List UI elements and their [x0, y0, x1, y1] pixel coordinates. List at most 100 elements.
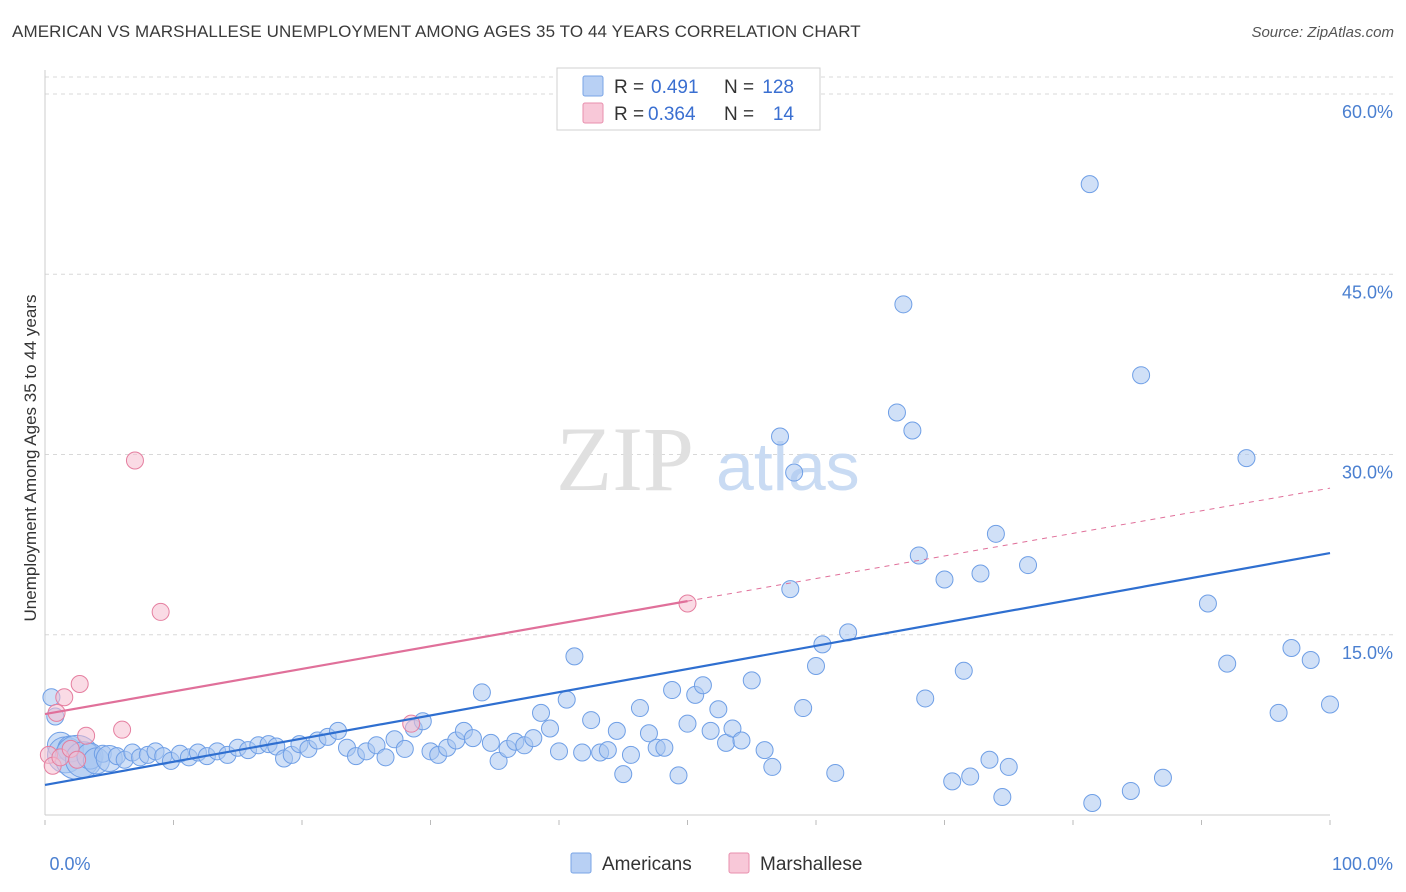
- point-americans: [1301, 650, 1320, 669]
- legend-swatch-marshallese: [582, 102, 604, 124]
- point-americans: [785, 463, 804, 482]
- point-americans: [1218, 654, 1237, 673]
- axes: [44, 70, 1331, 825]
- bottom-legend-swatch-americans: [570, 852, 592, 874]
- point-americans: [999, 757, 1018, 776]
- point-americans: [1198, 594, 1217, 613]
- point-americans: [395, 739, 414, 758]
- watermark: ZIP atlas: [556, 408, 860, 510]
- point-americans: [524, 729, 543, 748]
- point-americans: [826, 763, 845, 782]
- point-americans: [376, 748, 395, 767]
- point-americans: [669, 766, 688, 785]
- point-americans: [755, 741, 774, 760]
- bottom-legend-marshallese: Marshallese: [760, 854, 862, 875]
- point-americans: [980, 750, 999, 769]
- y-axis-label: Unemployment Among Ages 35 to 44 years: [21, 295, 40, 622]
- point-americans: [607, 721, 626, 740]
- point-americans: [1321, 695, 1339, 714]
- point-americans: [489, 751, 508, 770]
- source-label: Source: ZipAtlas.com: [1251, 24, 1394, 41]
- point-americans: [701, 721, 720, 740]
- legend-r-value-2: 0.364: [648, 104, 696, 125]
- point-marshallese: [125, 451, 144, 470]
- point-americans: [1121, 781, 1140, 800]
- legend-n-label-1: N =: [724, 77, 754, 98]
- point-americans: [771, 427, 790, 446]
- point-americans: [742, 671, 761, 690]
- point-americans: [678, 714, 697, 733]
- legend-swatch-americans: [582, 75, 604, 97]
- point-americans: [781, 580, 800, 599]
- point-americans: [943, 772, 962, 791]
- x-tick-label: 0.0%: [49, 854, 90, 874]
- point-americans: [573, 743, 592, 762]
- point-americans: [693, 676, 712, 695]
- point-americans: [582, 711, 601, 730]
- point-americans: [1083, 793, 1102, 812]
- point-americans: [794, 699, 813, 718]
- point-americans: [709, 700, 728, 719]
- point-marshallese: [70, 675, 89, 694]
- point-americans: [663, 681, 682, 700]
- trend-lines: [44, 487, 1331, 787]
- legend-box: R = 0.491 N = 128 R = 0.364 N = 14: [556, 67, 821, 131]
- chart-title: AMERICAN VS MARSHALLESE UNEMPLOYMENT AMO…: [12, 22, 861, 41]
- point-americans: [723, 719, 742, 738]
- legend-r-label-2: R =: [614, 104, 644, 125]
- point-marshallese: [678, 594, 697, 613]
- point-americans: [655, 738, 674, 757]
- point-americans: [598, 741, 617, 760]
- legend-n-value-1: 128: [762, 77, 794, 98]
- legend-r-value-1: 0.491: [651, 77, 699, 98]
- tick-labels: 15.0% 30.0% 45.0% 60.0% 0.0% 100.0%: [49, 102, 1393, 874]
- bottom-legend: Americans Marshallese: [570, 852, 862, 875]
- y-tick-label: 15.0%: [1342, 643, 1393, 663]
- legend-r-label-1: R =: [614, 77, 644, 98]
- point-americans: [894, 295, 913, 314]
- point-americans: [1080, 175, 1099, 194]
- point-americans: [807, 657, 825, 675]
- legend-n-value-2: 14: [773, 104, 795, 125]
- point-americans: [961, 767, 980, 786]
- point-americans: [993, 787, 1012, 806]
- grid-lines: [45, 76, 1395, 636]
- bottom-legend-americans: Americans: [602, 854, 692, 875]
- point-americans: [472, 683, 491, 702]
- point-marshallese: [113, 720, 132, 739]
- point-americans: [614, 765, 633, 784]
- point-americans: [1153, 768, 1172, 787]
- x-tick-label: 100.0%: [1332, 854, 1393, 874]
- trend-line-americans: [44, 551, 1331, 787]
- series-marshallese-points: [39, 451, 697, 775]
- point-americans: [887, 403, 906, 422]
- point-americans: [916, 689, 935, 708]
- point-americans: [621, 745, 640, 764]
- trend-line-marshallese: [44, 600, 688, 716]
- point-americans: [763, 757, 782, 776]
- watermark-zip: ZIP: [556, 408, 694, 510]
- point-americans: [630, 699, 649, 718]
- point-americans: [903, 421, 922, 440]
- trend-line-marshallese-extension: [687, 487, 1331, 602]
- point-marshallese: [77, 726, 96, 745]
- point-americans: [557, 690, 576, 709]
- point-americans: [550, 742, 568, 761]
- y-tick-label: 45.0%: [1342, 282, 1393, 302]
- point-americans: [1269, 703, 1288, 722]
- bottom-legend-swatch-marshallese: [728, 852, 750, 874]
- point-americans: [541, 719, 560, 738]
- point-americans: [1282, 638, 1301, 657]
- point-marshallese: [68, 750, 87, 769]
- point-americans: [986, 524, 1005, 543]
- point-americans: [481, 733, 500, 752]
- point-americans: [367, 736, 386, 755]
- point-americans: [639, 724, 658, 743]
- point-americans: [1019, 556, 1038, 575]
- point-americans: [1237, 449, 1256, 468]
- y-tick-label: 60.0%: [1342, 102, 1393, 122]
- y-tick-label: 30.0%: [1342, 463, 1393, 483]
- point-americans: [909, 546, 928, 565]
- point-americans: [532, 703, 551, 722]
